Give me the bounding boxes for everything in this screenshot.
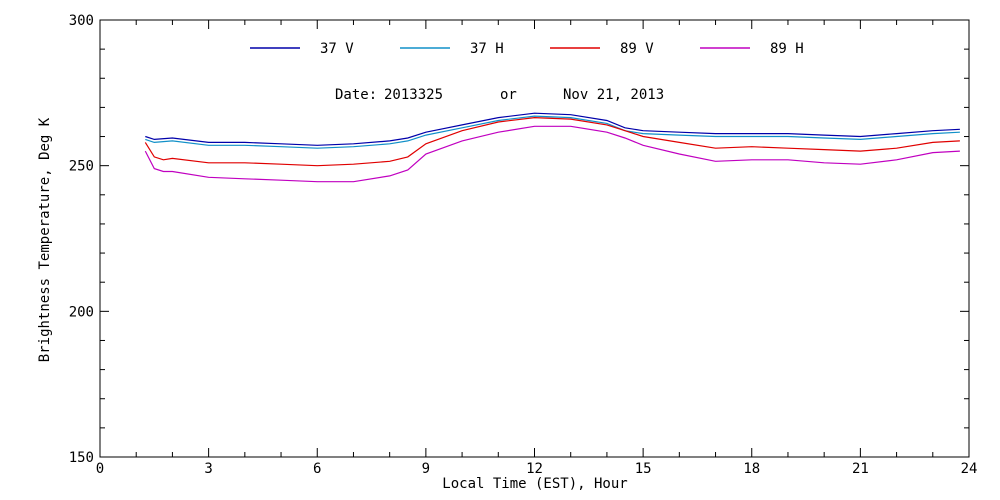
x-tick-label: 6 [313, 461, 321, 477]
annotation-date-text: Nov 21, 2013 [563, 87, 664, 103]
legend-label: 89 V [620, 41, 654, 57]
ticks: 0 3 6 9 12 15 18 21 24 150 200 250 300 [69, 13, 978, 477]
x-tick-label: 21 [852, 461, 869, 477]
x-tick-label: 18 [743, 461, 760, 477]
y-tick-label: 150 [69, 450, 94, 466]
x-tick-label: 15 [635, 461, 652, 477]
annotation-date-label: Date: [335, 87, 377, 103]
series-line-37-v [145, 112, 960, 146]
x-axis-label: Local Time (EST), Hour [442, 476, 627, 492]
annotation-date-code: 2013325 [384, 87, 443, 103]
x-tick-label: 24 [961, 461, 978, 477]
y-axis-label: Brightness Temperature, Deg K [37, 117, 53, 362]
x-tick-label: 0 [96, 461, 104, 477]
legend-label: 37 V [320, 41, 354, 57]
legend: 37 V 37 H 89 V 89 H [250, 41, 804, 57]
annotation-connector: or [500, 87, 517, 103]
series-line-89-h [144, 125, 960, 183]
annotation: Date: 2013325 or Nov 21, 2013 [335, 87, 664, 103]
y-tick-label: 200 [69, 304, 94, 320]
x-tick-label: 12 [526, 461, 543, 477]
plot-frame [99, 19, 970, 458]
axes [99, 19, 970, 458]
series-group [144, 112, 960, 183]
series-line-37-h [145, 115, 960, 149]
x-tick-label: 9 [422, 461, 430, 477]
legend-label: 37 H [470, 41, 504, 57]
x-tick-label: 3 [204, 461, 212, 477]
legend-label: 89 H [770, 41, 804, 57]
series-line-89-v [144, 116, 960, 167]
y-tick-label: 300 [69, 13, 94, 29]
y-tick-label: 250 [69, 159, 94, 175]
